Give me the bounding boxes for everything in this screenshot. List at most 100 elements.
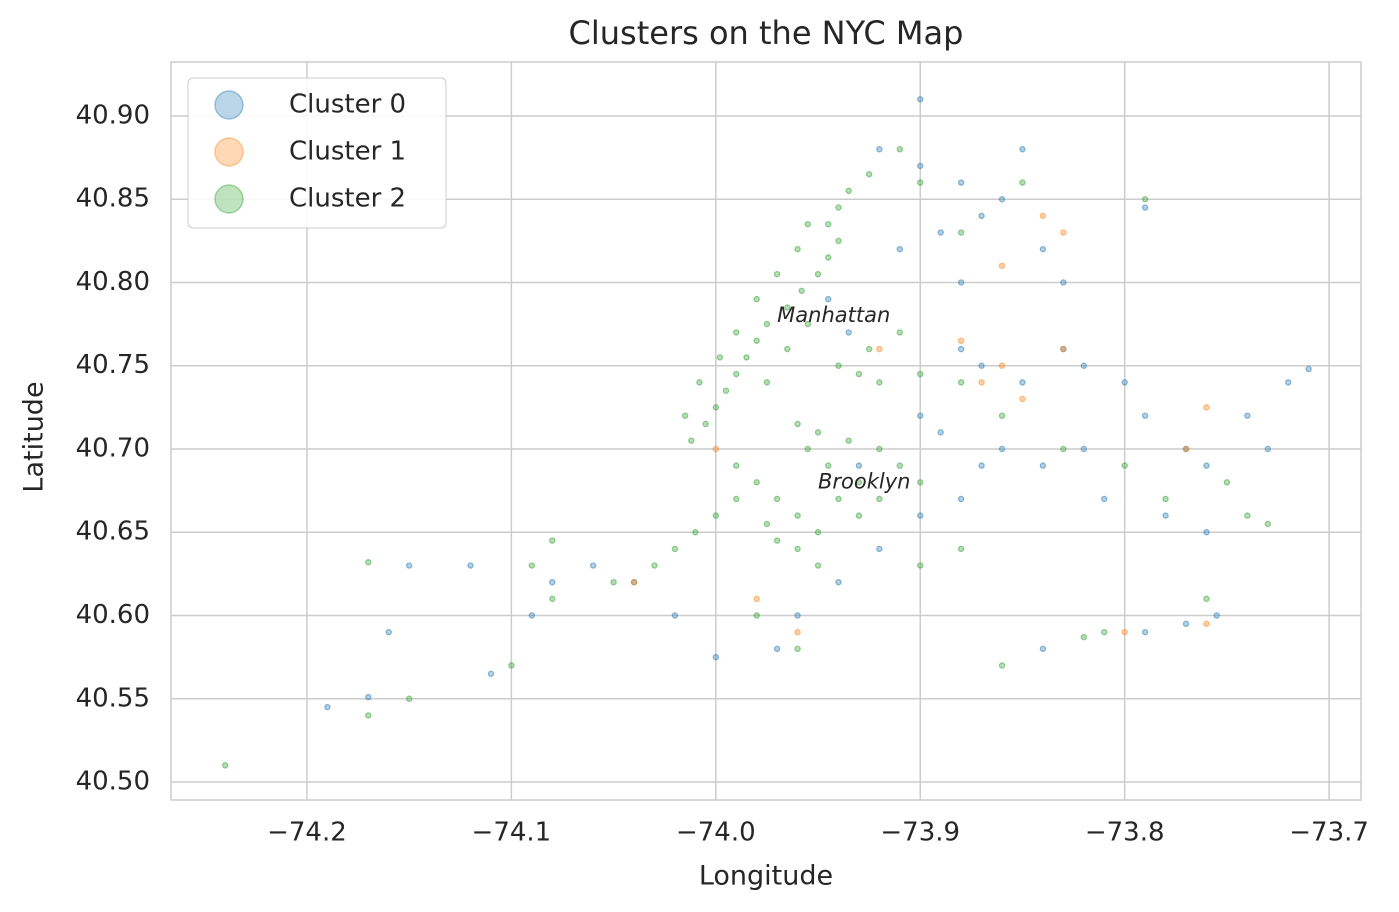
point: [610, 578, 617, 586]
point: [385, 628, 392, 636]
point: [630, 578, 638, 586]
point: [1141, 628, 1149, 636]
point: [814, 429, 822, 436]
point: [845, 187, 852, 195]
annotations: Manhattan Brooklyn: [777, 303, 910, 494]
point: [896, 146, 904, 153]
point: [1182, 445, 1190, 453]
point: [1039, 645, 1047, 653]
point: [917, 512, 924, 519]
point: [1141, 196, 1149, 203]
annotation: Brooklyn: [818, 469, 910, 493]
point: [1223, 479, 1231, 486]
x-tick-label: −74.1: [472, 818, 552, 848]
point: [549, 595, 556, 603]
point: [487, 670, 495, 677]
point: [1019, 395, 1026, 403]
point: [549, 578, 556, 586]
point: [1060, 279, 1067, 286]
point: [917, 96, 924, 103]
point: [917, 479, 924, 486]
legend-marker: [214, 137, 244, 167]
point: [865, 171, 873, 178]
point: [804, 445, 812, 453]
point: [681, 412, 689, 419]
point: [1039, 462, 1047, 469]
point: [733, 370, 740, 378]
point: [1060, 345, 1067, 353]
point: [763, 379, 771, 386]
point: [998, 445, 1006, 453]
point: [937, 229, 944, 236]
point: [549, 537, 556, 544]
point: [855, 512, 863, 519]
point: [794, 420, 801, 428]
y-tick-label: 40.85: [76, 184, 150, 214]
point: [957, 379, 965, 386]
point: [773, 270, 781, 278]
point: [876, 146, 883, 153]
point: [957, 179, 965, 186]
point: [957, 337, 965, 344]
point: [855, 479, 863, 486]
point: [835, 495, 842, 503]
point: [978, 362, 985, 369]
point: [835, 578, 842, 586]
point: [825, 254, 832, 261]
point: [825, 295, 832, 303]
point: [1039, 212, 1047, 220]
y-tick-label: 40.55: [76, 683, 150, 713]
point: [957, 545, 965, 553]
point: [835, 204, 842, 211]
y-tick-label: 40.70: [76, 433, 150, 463]
point: [784, 345, 791, 353]
point: [365, 559, 372, 566]
point: [784, 304, 791, 311]
point: [1264, 520, 1271, 528]
point: [876, 445, 883, 453]
point: [798, 287, 805, 294]
point: [467, 562, 474, 569]
point: [753, 612, 760, 619]
point: [978, 212, 985, 220]
point: [688, 437, 695, 444]
point: [1203, 529, 1210, 536]
point: [763, 520, 771, 528]
point: [712, 445, 720, 453]
annotation: Manhattan: [777, 303, 890, 327]
chart-title: Clusters on the NYC Map: [569, 14, 964, 52]
point: [1080, 633, 1087, 641]
point: [1121, 462, 1128, 469]
point: [917, 162, 924, 170]
point: [794, 628, 801, 636]
point: [855, 370, 863, 378]
point: [794, 645, 801, 653]
point: [528, 562, 536, 569]
point: [957, 345, 965, 353]
point: [978, 462, 985, 469]
y-axis-label: Latitude: [19, 381, 50, 492]
point: [1203, 620, 1210, 628]
point: [998, 412, 1006, 419]
point: [1305, 365, 1312, 373]
point: [743, 354, 750, 361]
x-tick-label: −73.9: [880, 818, 960, 848]
point: [1121, 628, 1128, 636]
point: [825, 462, 832, 469]
point: [794, 512, 801, 519]
point: [753, 295, 760, 303]
point: [1203, 462, 1210, 469]
point: [763, 320, 771, 328]
point: [804, 220, 812, 228]
point: [794, 245, 801, 253]
y-tick-label: 40.80: [76, 267, 150, 297]
point: [1141, 412, 1149, 419]
point: [1244, 512, 1251, 519]
point: [957, 495, 965, 503]
point: [978, 379, 985, 386]
legend-label: Cluster 1: [289, 137, 406, 167]
y-tick-label: 40.75: [76, 350, 150, 380]
point: [773, 645, 781, 653]
point: [1101, 495, 1108, 503]
